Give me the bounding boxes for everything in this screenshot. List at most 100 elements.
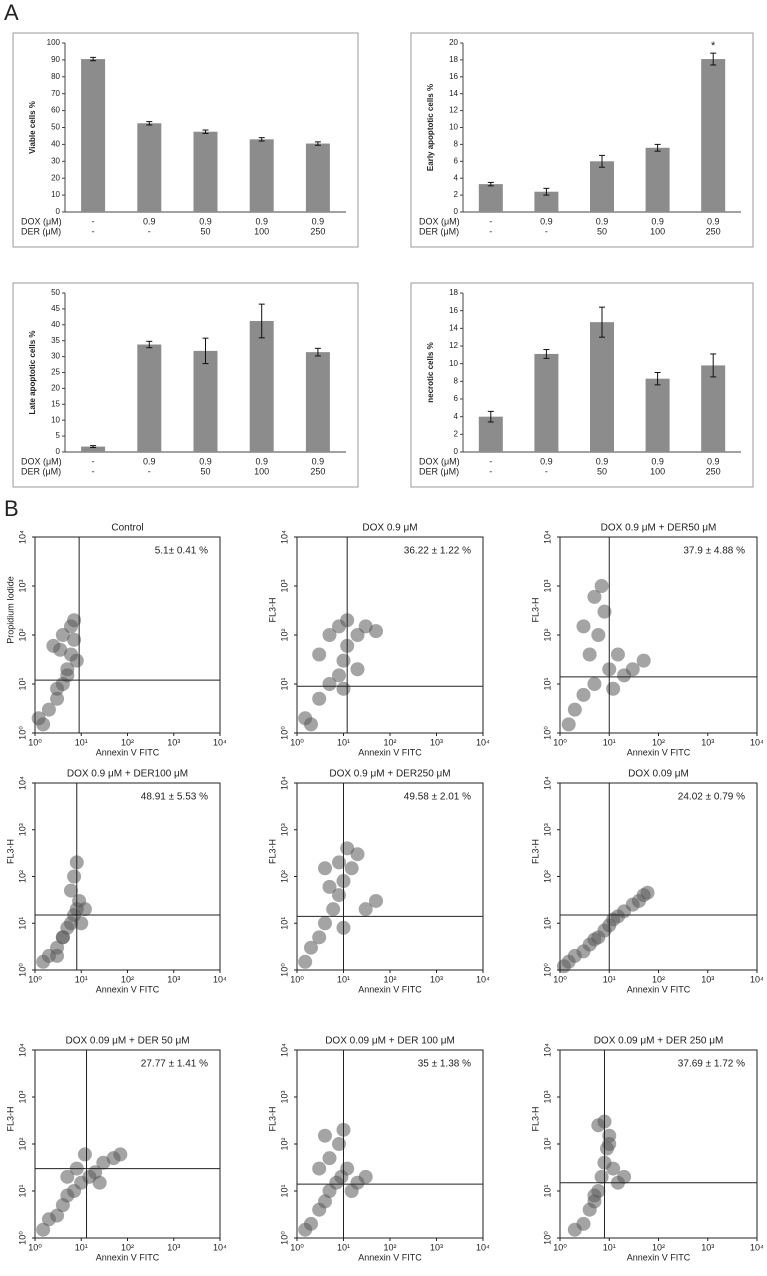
- bar: [137, 344, 162, 452]
- point: [336, 681, 351, 696]
- y-tick-label: 10⁴: [17, 1043, 27, 1057]
- point: [74, 916, 89, 931]
- point: [576, 1216, 591, 1231]
- panel-title: DOX 0.9 μM + DER50 μM: [601, 523, 717, 534]
- point: [340, 841, 355, 856]
- category-label: 0.9: [143, 456, 156, 466]
- y-tick-label: 10⁰: [17, 726, 27, 740]
- point: [303, 1216, 318, 1231]
- chart-frame: [410, 32, 754, 248]
- y-tick-label: 16: [449, 306, 458, 315]
- y-tick-label: 14: [449, 89, 458, 98]
- point: [331, 855, 346, 870]
- bar: [81, 59, 106, 213]
- x-tick-label: 10⁰: [290, 1242, 304, 1252]
- quadrant-percent: 27.77 ± 1.41 %: [141, 1059, 208, 1070]
- x-tick-label: 10⁴: [750, 737, 764, 747]
- y-tick-label: 10¹: [542, 677, 552, 690]
- category-label: -: [92, 456, 95, 466]
- y-tick-label: 10³: [279, 823, 289, 836]
- y-axis-label: FL3-H: [530, 839, 540, 864]
- y-tick-label: 100: [47, 38, 61, 47]
- x-tick-label: 10¹: [603, 737, 616, 747]
- y-tick-label: 10⁰: [17, 1231, 27, 1245]
- x-tick-label: 10¹: [337, 974, 350, 984]
- point: [606, 681, 621, 696]
- point: [50, 948, 65, 963]
- y-tick-label: 30: [51, 352, 60, 361]
- category-label: -: [545, 466, 548, 476]
- y-tick-label: 10⁰: [542, 726, 552, 740]
- category-label: 50: [200, 226, 210, 236]
- y-axis-label: Viable cells %: [28, 101, 37, 154]
- y-tick-label: 10²: [542, 1137, 552, 1150]
- y-tick-label: 30: [51, 156, 60, 165]
- category-label: 0.9: [199, 216, 212, 226]
- bar: [249, 139, 274, 212]
- point: [41, 702, 56, 717]
- category-label: 100: [254, 226, 269, 236]
- panel-title: DOX 0.9 μM + DER250 μM: [329, 769, 450, 780]
- point: [606, 1161, 621, 1176]
- quadrant-percent: 24.02 ± 0.79 %: [678, 792, 745, 803]
- y-axis-label: FL3-H: [530, 597, 540, 622]
- y-tick-label: 10³: [542, 579, 552, 592]
- category-label: 0.9: [199, 456, 212, 466]
- y-tick-label: 10³: [279, 1090, 289, 1103]
- y-tick-label: 10²: [17, 628, 27, 641]
- bar: [478, 184, 503, 212]
- chart-frame: [12, 32, 359, 248]
- category-label: 50: [597, 466, 607, 476]
- y-tick-label: 10³: [542, 823, 552, 836]
- x-tick-label: 10¹: [75, 1242, 88, 1252]
- category-label: -: [545, 226, 548, 236]
- plot-frame: [559, 536, 758, 734]
- point: [331, 1137, 346, 1151]
- y-axis-label: Early apoptotic cells %: [426, 84, 435, 171]
- y-tick-label: 10: [449, 123, 458, 132]
- x-tick-label: 10⁰: [290, 974, 304, 984]
- y-tick-label: 50: [51, 123, 60, 132]
- panel-title: Control: [111, 523, 143, 534]
- x-tick-label: 10²: [652, 1242, 665, 1252]
- bar: [305, 352, 330, 452]
- point: [69, 653, 84, 668]
- x-axis-label: Annexin V FITC: [96, 984, 160, 994]
- y-axis-label: FL3-H: [5, 839, 15, 864]
- row-name: DER (μM): [419, 466, 459, 476]
- y-tick-label: 20: [449, 38, 458, 47]
- quadrant-percent: 5.1± 0.41 %: [155, 546, 208, 557]
- point: [358, 1169, 373, 1184]
- y-tick-label: 0: [454, 447, 459, 456]
- panel-title: DOX 0.09 μM + DER 250 μM: [594, 1036, 724, 1047]
- x-tick-label: 10²: [121, 1242, 134, 1252]
- x-tick-label: 10⁰: [28, 1242, 42, 1252]
- point: [31, 711, 46, 726]
- x-tick-label: 10³: [701, 1242, 714, 1252]
- x-tick-label: 10⁰: [28, 737, 42, 747]
- y-tick-label: 10⁴: [17, 776, 27, 790]
- x-tick-label: 10²: [383, 974, 396, 984]
- row-name: DER (μM): [419, 226, 459, 236]
- y-tick-label: 70: [51, 89, 60, 98]
- y-tick-label: 10²: [17, 1137, 27, 1150]
- x-tick-label: 10²: [121, 737, 134, 747]
- point: [36, 1222, 51, 1237]
- y-tick-label: 10³: [17, 823, 27, 836]
- x-axis-label: Annexin V FITC: [627, 1252, 691, 1262]
- x-tick-label: 10⁴: [476, 974, 490, 984]
- x-tick-label: 10⁰: [28, 974, 42, 984]
- row-name: DOX (μM): [419, 456, 460, 466]
- point: [53, 642, 68, 657]
- row-name: DOX (μM): [21, 456, 62, 466]
- y-tick-label: 10: [51, 415, 60, 424]
- point: [591, 628, 606, 642]
- category-label: 0.9: [143, 216, 156, 226]
- x-tick-label: 10⁰: [553, 974, 567, 984]
- y-axis-label: Late apoptotic cells %: [28, 330, 37, 414]
- panel-title: DOX 0.9 μM: [362, 523, 417, 534]
- x-tick-label: 10²: [383, 737, 396, 747]
- y-tick-label: 10²: [279, 628, 289, 641]
- bar: [534, 191, 559, 212]
- point: [312, 1161, 327, 1176]
